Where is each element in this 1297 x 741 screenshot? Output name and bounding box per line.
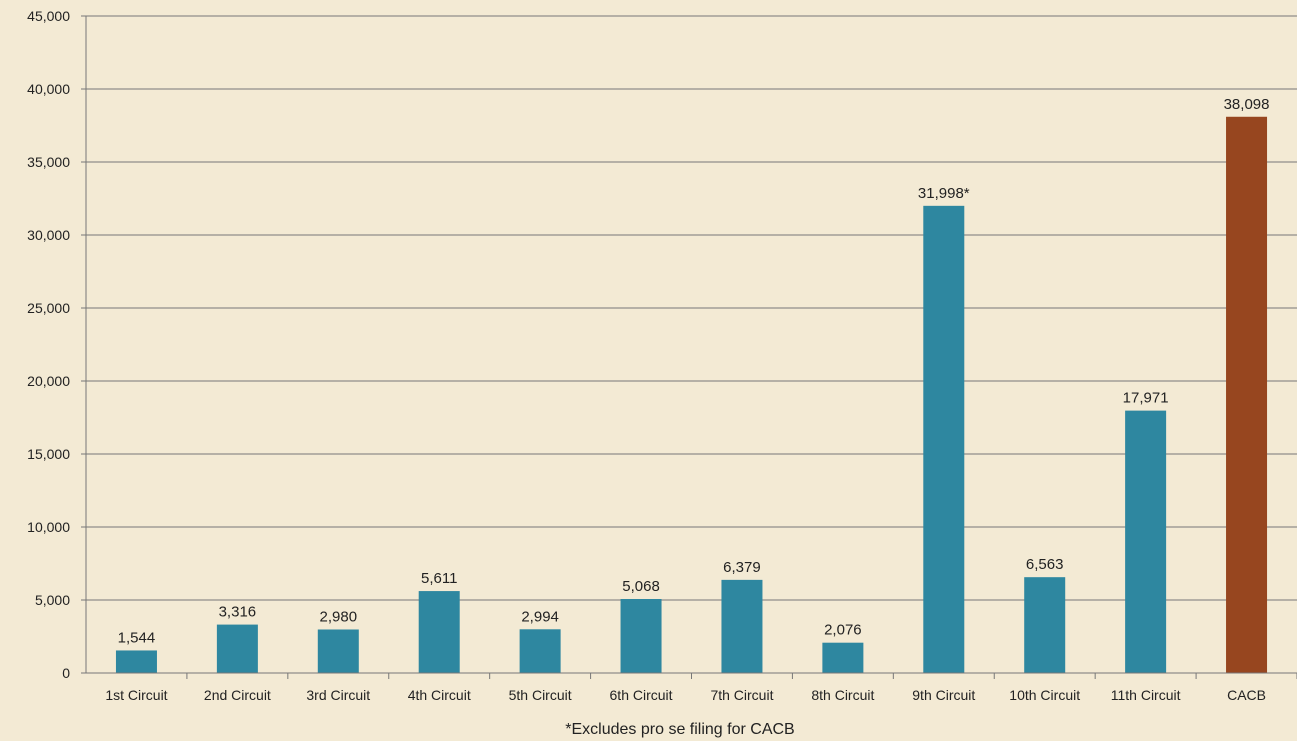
bar [721,579,763,673]
bars [115,116,1268,673]
x-tick-label: CACB [1227,687,1266,703]
y-tick-label: 5,000 [35,592,70,608]
y-tick-label: 45,000 [27,8,70,24]
bar [216,624,258,673]
chart-footnote: *Excludes pro se filing for CACB [565,721,794,738]
data-label: 6,563 [1026,556,1064,573]
bar [115,650,157,673]
bar [923,205,965,673]
x-tick-label: 4th Circuit [408,687,471,703]
y-tick-label: 20,000 [27,373,70,389]
bar [317,629,359,673]
x-tick-label: 8th Circuit [811,687,874,703]
data-label: 5,611 [421,570,457,587]
bar [418,591,460,673]
data-labels: 1,544 3,316 2,980 5,611 2,994 5,068 6,379 2,076… [118,96,1270,647]
x-tick-label: 5th Circuit [509,687,572,703]
y-tick-label: 0 [62,665,70,681]
gridlines [81,15,1297,674]
data-label: 2,076 [824,622,862,639]
x-tick-label: 9th Circuit [912,687,975,703]
x-tick-label: 3rd Circuit [306,687,370,703]
bar [1125,410,1167,673]
data-label: 2,980 [320,608,358,625]
y-tick-label: 35,000 [27,154,70,170]
bar [1024,577,1066,673]
data-label: 5,068 [622,578,660,595]
y-tick-label: 30,000 [27,227,70,243]
bar [822,642,864,673]
x-tick-label: 10th Circuit [1009,687,1080,703]
x-tick-label: 6th Circuit [610,687,673,703]
y-tick-label: 15,000 [27,446,70,462]
data-label: 17,971 [1123,390,1169,407]
bar [1226,116,1268,673]
y-tick-label: 40,000 [27,81,70,97]
x-tick-label: 11th Circuit [1111,687,1181,703]
bar [519,629,561,673]
data-label: 6,379 [723,559,761,576]
data-label: 1,544 [118,629,156,646]
y-tick-label: 10,000 [27,519,70,535]
x-axis: 1st Circuit 2nd Circuit 3rd Circuit 4th Cir… [86,672,1297,703]
x-tick-label: 7th Circuit [710,687,773,703]
data-label: 38,098 [1224,96,1270,113]
data-label: 31,998* [918,185,970,202]
data-label: 3,316 [219,604,257,621]
bar [620,599,662,673]
y-axis: 0 5,000 10,000 15,000 20,000 25,000 30,000 35,0… [27,8,87,681]
y-tick-label: 25,000 [27,300,70,316]
x-tick-label: 1st Circuit [105,687,167,703]
data-label: 2,994 [521,608,559,625]
x-tick-label: 2nd Circuit [204,687,271,703]
